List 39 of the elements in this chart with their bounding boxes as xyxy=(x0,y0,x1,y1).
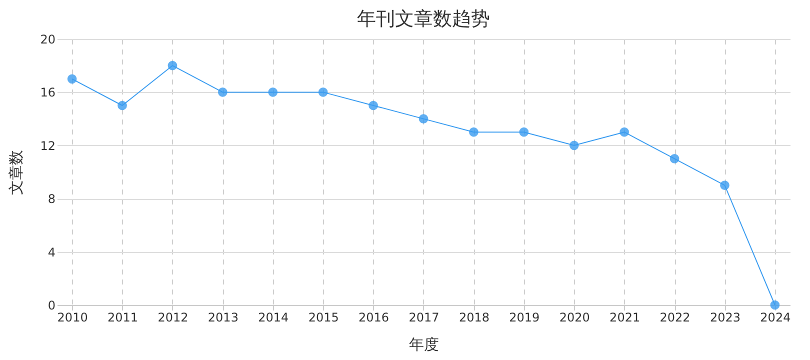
x-tick-label: 2011 xyxy=(107,310,138,324)
point xyxy=(318,88,328,97)
x-tick-label: 2018 xyxy=(458,310,490,324)
x-tick-label: 2010 xyxy=(57,310,88,324)
y-axis-title: 文章数 xyxy=(7,150,26,195)
x-tick-label: 2024 xyxy=(760,310,791,324)
y-tick-label: 4 xyxy=(48,245,56,260)
point xyxy=(418,114,428,124)
point xyxy=(168,60,178,70)
point xyxy=(67,74,77,84)
x-tick-label: 2015 xyxy=(308,310,339,324)
y-tick-label: 20 xyxy=(40,32,56,46)
point xyxy=(519,127,529,137)
point xyxy=(569,140,579,150)
x-tick-label: 2020 xyxy=(559,310,590,324)
point xyxy=(670,154,680,164)
point xyxy=(770,300,780,310)
point xyxy=(218,88,228,97)
point xyxy=(620,127,630,137)
y-tick-label: 8 xyxy=(48,192,56,206)
y-tick-label: 12 xyxy=(40,138,56,153)
x-tick-label: 2012 xyxy=(158,310,188,324)
point xyxy=(118,100,127,110)
x-tick-label: 2019 xyxy=(509,310,540,324)
chart-title: 年刊文章数趋势 xyxy=(357,8,490,30)
x-tick-label: 2022 xyxy=(660,310,690,324)
point xyxy=(368,100,378,110)
x-tick-label: 2023 xyxy=(710,310,741,324)
x-tick-label: 2021 xyxy=(610,310,640,324)
point xyxy=(469,127,478,137)
point xyxy=(720,180,730,190)
x-tick-label: 2013 xyxy=(208,310,238,324)
x-tick-label: 2016 xyxy=(358,310,390,324)
x-tick-label: 2017 xyxy=(408,310,440,324)
x-tick-label: 2014 xyxy=(258,310,289,324)
y-tick-label: 0 xyxy=(48,298,56,312)
y-tick-label: 16 xyxy=(40,86,56,100)
x-axis-title: 年度 xyxy=(409,336,439,354)
point xyxy=(268,88,278,97)
